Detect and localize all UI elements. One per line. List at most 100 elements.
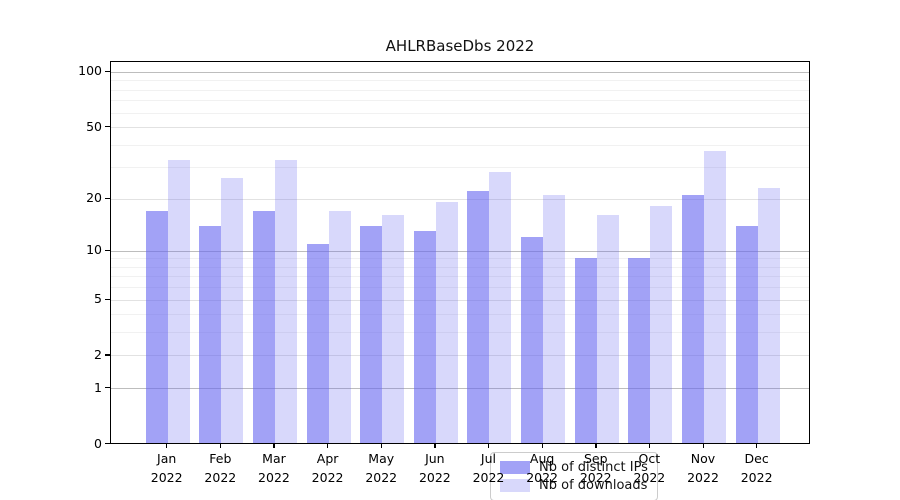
x-tick-year: 2022 bbox=[365, 469, 398, 485]
gridline bbox=[111, 299, 809, 301]
x-tick-mark bbox=[648, 443, 651, 448]
x-tick-mark bbox=[219, 443, 222, 448]
gridline bbox=[111, 276, 809, 278]
bar-downloads-nov bbox=[704, 150, 726, 443]
x-tick-label: May 2022 bbox=[353, 450, 409, 488]
legend: Nb of distinct IPs Nb of downloads bbox=[490, 452, 658, 500]
x-tick-year: 2022 bbox=[472, 469, 505, 485]
x-tick-month: Aug bbox=[529, 451, 555, 466]
x-tick-mark bbox=[166, 443, 168, 448]
y-tick-mark bbox=[105, 298, 110, 300]
gridline bbox=[111, 314, 809, 316]
x-tick-year: 2022 bbox=[740, 469, 773, 485]
gridline bbox=[111, 355, 809, 357]
x-tick-month: Jun bbox=[425, 451, 445, 466]
x-tick-month: Mar bbox=[262, 451, 286, 466]
x-tick-month: Feb bbox=[209, 451, 232, 466]
x-tick-month: Nov bbox=[690, 451, 716, 466]
bar-distinct-ips-dec bbox=[735, 225, 758, 443]
bar-distinct-ips-sep bbox=[574, 258, 597, 443]
legend-swatch-ips bbox=[500, 461, 530, 474]
y-tick-mark bbox=[105, 197, 110, 199]
gridline bbox=[111, 266, 809, 268]
y-tick-mark bbox=[105, 354, 110, 356]
gridline bbox=[111, 388, 809, 390]
plot-area: Nb of distinct IPs Nb of downloads bbox=[110, 61, 810, 500]
x-tick-month: Dec bbox=[744, 451, 769, 466]
legend-item-distinct-ips: Nb of distinct IPs bbox=[500, 459, 648, 476]
x-tick-label: Jun 2022 bbox=[407, 450, 463, 488]
x-tick-mark bbox=[756, 443, 758, 448]
x-tick-mark bbox=[273, 443, 275, 448]
bar-distinct-ips-feb bbox=[199, 225, 222, 443]
bar-distinct-ips-may bbox=[360, 225, 383, 443]
bar-downloads-apr bbox=[328, 210, 351, 443]
x-tick-mark bbox=[595, 443, 597, 448]
y-tick-label: 1 bbox=[94, 379, 102, 395]
gridline bbox=[111, 198, 809, 200]
x-tick-mark bbox=[541, 443, 543, 448]
bar-downloads-feb bbox=[221, 178, 244, 443]
x-tick-label: Jan 2022 bbox=[139, 450, 195, 488]
gridline bbox=[111, 287, 809, 289]
x-tick-mark bbox=[380, 443, 383, 448]
x-tick-year: 2022 bbox=[687, 469, 719, 485]
bar-downloads-aug bbox=[543, 194, 566, 443]
bar-distinct-ips-oct bbox=[628, 258, 651, 443]
y-tick-mark bbox=[105, 126, 110, 128]
x-tick-label: Apr 2022 bbox=[300, 450, 356, 488]
gridline bbox=[111, 80, 809, 82]
x-tick-label: Oct 2022 bbox=[621, 450, 677, 488]
bar-downloads-may bbox=[382, 215, 405, 443]
y-tick-label: 5 bbox=[94, 291, 102, 307]
x-tick-mark bbox=[487, 443, 490, 448]
y-tick-mark bbox=[105, 70, 110, 73]
bar-distinct-ips-nov bbox=[682, 194, 704, 443]
x-tick-mark bbox=[327, 443, 329, 448]
x-tick-label: Nov 2022 bbox=[675, 450, 731, 488]
y-tick-label: 100 bbox=[78, 63, 102, 79]
y-tick-label: 20 bbox=[86, 190, 102, 206]
gridline bbox=[111, 89, 809, 91]
x-tick-label: Dec 2022 bbox=[729, 450, 785, 488]
x-tick-mark bbox=[702, 443, 704, 448]
y-tick-mark bbox=[105, 443, 110, 445]
legend-label-downloads: Nb of downloads bbox=[539, 478, 648, 493]
bar-downloads-dec bbox=[757, 187, 780, 443]
bar-distinct-ips-jun bbox=[413, 231, 436, 443]
bar-distinct-ips-jan bbox=[145, 210, 168, 443]
gridline bbox=[111, 112, 809, 114]
x-tick-label: Feb 2022 bbox=[192, 450, 248, 488]
x-tick-year: 2022 bbox=[526, 469, 559, 485]
gridline bbox=[111, 258, 809, 260]
x-tick-month: Jul bbox=[480, 451, 497, 466]
gridline bbox=[111, 100, 809, 102]
gridline bbox=[111, 127, 809, 129]
bar-downloads-mar bbox=[274, 159, 297, 443]
gridline bbox=[111, 167, 809, 169]
legend-label-ips: Nb of distinct IPs bbox=[539, 460, 648, 475]
bar-downloads-jun bbox=[435, 202, 458, 443]
y-tick-label: 50 bbox=[86, 118, 102, 134]
x-tick-label: Jul 2022 bbox=[460, 450, 516, 488]
bar-downloads-jul bbox=[489, 172, 512, 443]
x-tick-label: Aug 2022 bbox=[514, 450, 570, 488]
y-tick-label: 0 bbox=[94, 435, 102, 451]
x-tick-month: Jan bbox=[157, 451, 177, 466]
x-tick-year: 2022 bbox=[633, 469, 666, 485]
y-tick-label: 2 bbox=[94, 346, 102, 362]
x-tick-month: Oct bbox=[638, 451, 661, 466]
gridline bbox=[111, 71, 809, 73]
y-tick-label: 10 bbox=[86, 242, 102, 258]
bar-distinct-ips-jul bbox=[467, 191, 490, 443]
bar-distinct-ips-aug bbox=[521, 237, 544, 443]
x-tick-month: Apr bbox=[316, 451, 339, 466]
x-tick-year: 2022 bbox=[579, 469, 612, 485]
x-tick-month: Sep bbox=[583, 451, 608, 466]
x-tick-year: 2022 bbox=[258, 469, 290, 485]
chart-title: AHLRBaseDbs 2022 bbox=[385, 37, 535, 55]
gridline bbox=[111, 144, 809, 146]
y-tick-mark bbox=[105, 387, 110, 389]
x-tick-year: 2022 bbox=[311, 469, 344, 485]
